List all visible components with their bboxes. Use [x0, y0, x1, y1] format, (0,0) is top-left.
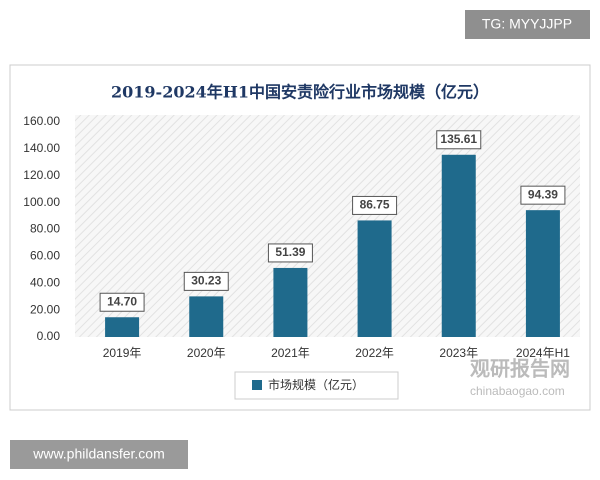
bar — [357, 220, 392, 337]
url-text: www.phildansfer.com — [32, 446, 165, 462]
bar — [189, 296, 224, 337]
value-label: 94.39 — [528, 187, 558, 201]
x-tick-label: 2020年 — [187, 346, 226, 360]
value-label: 51.39 — [275, 245, 305, 259]
bar — [273, 267, 308, 337]
y-tick-label: 60.00 — [30, 249, 60, 263]
x-tick-label: 2024年H1 — [516, 346, 570, 360]
value-label-box — [352, 195, 398, 215]
url-box — [10, 440, 188, 469]
value-label: 14.70 — [107, 294, 137, 308]
tag-text: TG: MYYJJPP — [482, 16, 572, 32]
y-tick-label: 160.00 — [23, 114, 60, 128]
y-tick-label: 20.00 — [30, 302, 60, 316]
bar — [525, 210, 560, 337]
x-tick-label: 2022年 — [355, 346, 394, 360]
chart-title: 2019-2024年H1中国安责险行业市场规模（亿元） — [111, 83, 489, 102]
y-tick-label: 40.00 — [30, 275, 60, 289]
bar — [441, 154, 476, 337]
bar — [105, 317, 140, 337]
value-label-box — [520, 185, 566, 205]
value-label: 135.61 — [440, 132, 477, 146]
y-tick-label: 120.00 — [23, 168, 60, 182]
value-label-box — [436, 130, 482, 150]
legend-box — [234, 371, 399, 400]
plot-area — [75, 115, 580, 337]
value-label: 30.23 — [191, 274, 221, 288]
legend-swatch — [252, 380, 262, 390]
logo-name: 观研报告网 — [470, 356, 570, 380]
x-tick-label: 2019年 — [103, 346, 142, 360]
value-label-box — [267, 243, 313, 263]
value-label-box — [183, 271, 229, 291]
value-label: 86.75 — [360, 198, 390, 212]
value-label-box — [99, 292, 145, 312]
y-tick-label: 100.00 — [23, 195, 60, 209]
y-tick-label: 140.00 — [23, 141, 60, 155]
y-tick-label: 80.00 — [30, 222, 60, 236]
y-tick-label: 0.00 — [37, 329, 61, 343]
logo-url: chinabaogao.com — [470, 384, 565, 398]
legend-label: 市场规模（亿元） — [268, 377, 364, 392]
tag-box — [465, 10, 590, 39]
x-tick-label: 2021年 — [271, 346, 310, 360]
x-tick-label: 2023年 — [439, 346, 478, 360]
